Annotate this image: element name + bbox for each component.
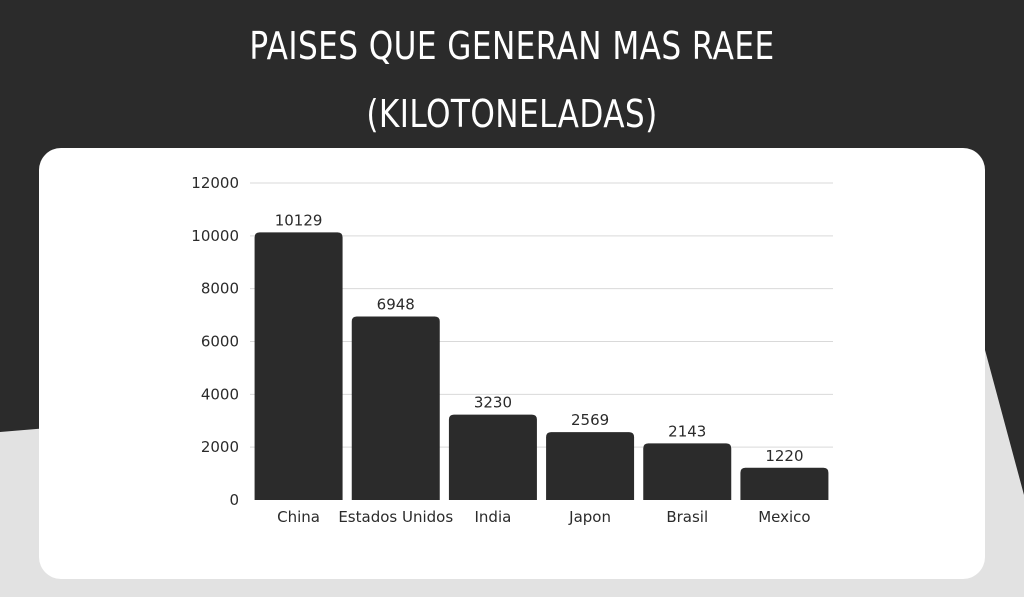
- value-label: 2569: [571, 411, 609, 429]
- y-tick-label: 12000: [191, 174, 239, 192]
- x-category-label: Mexico: [758, 508, 810, 526]
- x-category-label: Estados Unidos: [338, 508, 453, 526]
- value-label: 10129: [275, 211, 323, 229]
- x-category-label: China: [277, 508, 320, 526]
- bar-brasil: [643, 443, 732, 500]
- bar-india: [448, 414, 537, 500]
- y-tick-label: 4000: [201, 385, 239, 403]
- y-tick-label: 8000: [201, 280, 239, 298]
- y-tick-label: 10000: [191, 227, 239, 245]
- grid-lines: [250, 182, 833, 448]
- value-label: 6948: [377, 295, 415, 313]
- bar-mexico: [740, 467, 829, 500]
- y-tick-label: 2000: [201, 438, 239, 456]
- x-category-label: Brasil: [666, 508, 708, 526]
- bar-china: [254, 232, 343, 500]
- chart-title-line-1: PAISES QUE GENERAN MAS RAEE: [249, 24, 775, 68]
- y-tick-label: 0: [229, 491, 239, 509]
- bars: [254, 232, 829, 500]
- value-label: 3230: [474, 394, 512, 412]
- value-label: 2143: [668, 422, 706, 440]
- x-category-label: Japon: [568, 508, 611, 526]
- chart-card: [39, 148, 985, 579]
- value-label: 1220: [765, 447, 803, 465]
- x-category-label: India: [475, 508, 512, 526]
- value-labels: 10129 6948 3230 2569 2143 1220: [275, 211, 804, 464]
- y-tick-label: 6000: [201, 333, 239, 351]
- chart-title-line-2: (KILOTONELADAS): [366, 92, 658, 136]
- x-axis-labels: China Estados Unidos India Japon Brasil Mexic…: [277, 508, 810, 526]
- y-axis-ticks: 0 2000 4000 6000 8000 10000 12000: [191, 174, 239, 509]
- bar-estados-unidos: [351, 316, 440, 500]
- bar-japon: [546, 432, 635, 500]
